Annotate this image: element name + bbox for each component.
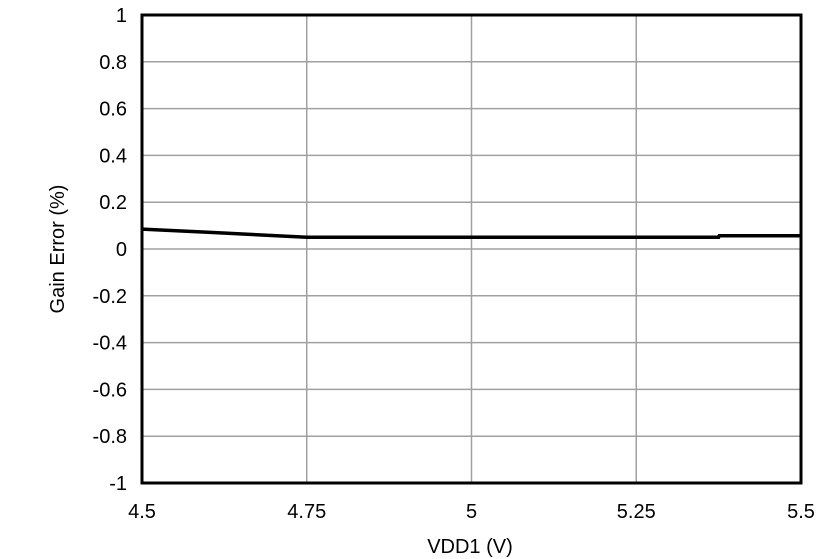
y-axis-label: Gain Error (%): [47, 185, 69, 314]
x-tick-label: 5.25: [617, 501, 656, 523]
x-tick-label: 5: [466, 501, 477, 523]
y-tick-label: -0.8: [93, 426, 127, 448]
x-tick-labels: 4.5 4.75 5 5.25 5.5: [128, 501, 815, 523]
y-tick-label: 0.4: [99, 145, 127, 167]
x-axis-label: VDD1 (V): [427, 536, 513, 558]
y-tick-label: 0.8: [99, 52, 127, 74]
y-tick-label: -0.2: [93, 286, 127, 308]
x-tick-label: 4.75: [287, 501, 326, 523]
y-tick-labels: 1 0.8 0.6 0.4 0.2 0 -0.2 -0.4 -0.6 -0.8 -1: [93, 5, 127, 495]
y-tick-label: -0.4: [93, 333, 127, 355]
y-tick-label: -1: [109, 473, 127, 495]
y-tick-label: 1: [116, 5, 127, 27]
y-tick-label: 0: [116, 239, 127, 261]
y-tick-label: 0.6: [99, 99, 127, 121]
grid-lines: [142, 15, 801, 483]
y-tick-label: 0.2: [99, 192, 127, 214]
x-tick-label: 5.5: [787, 501, 815, 523]
x-tick-label: 4.5: [128, 501, 156, 523]
gain-error-line: [141, 227, 801, 240]
y-tick-label: -0.6: [93, 379, 127, 401]
plot-frame: [140, 13, 803, 485]
